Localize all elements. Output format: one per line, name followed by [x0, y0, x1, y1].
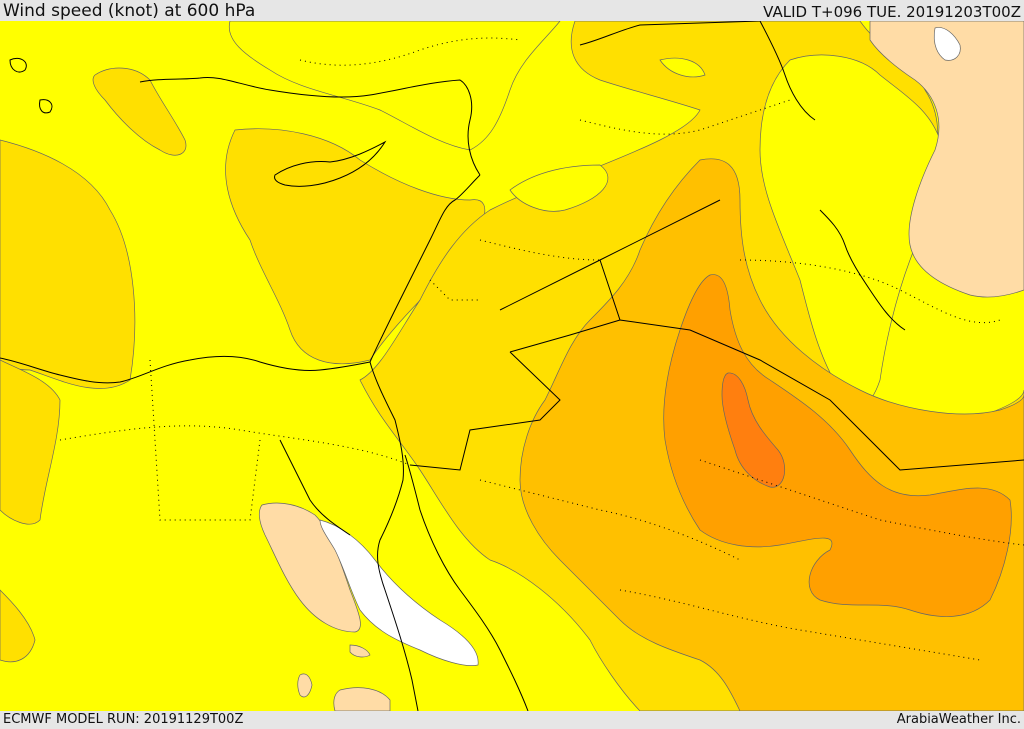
map-footer: ECMWF MODEL RUN: 20191129T00Z ArabiaWeat… — [0, 711, 1024, 729]
model-run-label: ECMWF MODEL RUN: 20191129T00Z — [3, 712, 244, 727]
band-deep-orange — [721, 372, 786, 488]
map-header: Wind speed (knot) at 600 hPa VALID T+096… — [0, 0, 1024, 21]
coastlines — [0, 21, 1024, 711]
valid-time-label: VALID T+096 TUE. 20191203T00Z — [763, 3, 1021, 21]
map-svg — [0, 21, 1024, 711]
dotted-borders — [59, 37, 1024, 661]
map-title: Wind speed (knot) at 600 hPa — [3, 1, 256, 21]
band-peach — [258, 21, 1024, 711]
credit-label: ArabiaWeather Inc. — [896, 712, 1021, 727]
band-dark-orange — [663, 274, 1012, 617]
band-yellow-windows — [228, 21, 942, 407]
wind-speed-map — [0, 21, 1024, 711]
